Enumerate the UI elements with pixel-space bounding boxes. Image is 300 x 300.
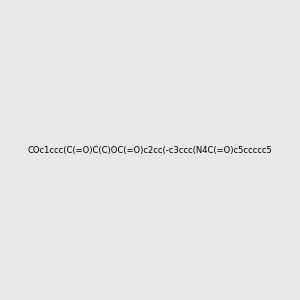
- Text: COc1ccc(C(=O)C(C)OC(=O)c2cc(-c3ccc(N4C(=O)c5ccccc5: COc1ccc(C(=O)C(C)OC(=O)c2cc(-c3ccc(N4C(=…: [28, 146, 272, 154]
